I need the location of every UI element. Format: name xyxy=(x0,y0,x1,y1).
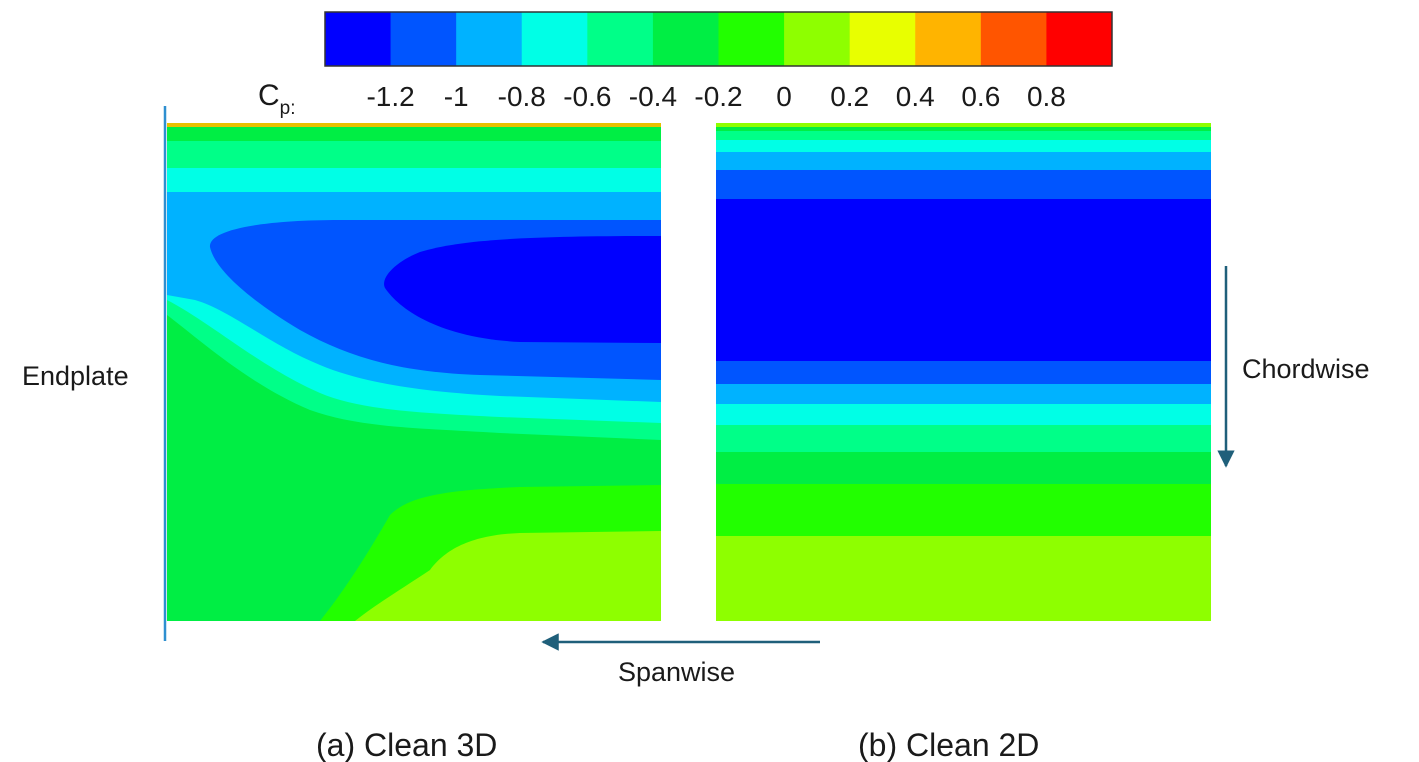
chordwise-label: Chordwise xyxy=(1242,354,1370,384)
colorbar-cell xyxy=(849,12,916,66)
colorbar-cell xyxy=(718,12,785,66)
colorbar-tick-label: 0.2 xyxy=(830,81,869,112)
colorbar-cell xyxy=(915,12,982,66)
colorbar-label-main: C xyxy=(258,79,280,112)
colorbar-cell xyxy=(587,12,654,66)
colorbar-border xyxy=(324,11,1113,67)
colorbar-cell xyxy=(652,12,719,66)
colorbar-tick-label: -0.8 xyxy=(498,81,546,112)
colorbar-cell xyxy=(1046,12,1113,66)
colorbar-cell xyxy=(390,12,457,66)
colorbar-cell xyxy=(980,12,1047,66)
colorbar: Cp: -1.2 -1 -0.8 -0.6 -0.4 -0.2 0 0.2 0.4 0.6 0.8 xyxy=(258,11,1113,119)
colorbar-cell xyxy=(784,12,851,66)
colorbar-label: Cp: xyxy=(258,79,296,119)
caption-clean-3d: (a) Clean 3D xyxy=(316,727,497,762)
endplate-label: Endplate xyxy=(22,361,129,391)
colorbar-ticks: -1.2 -1 -0.8 -0.6 -0.4 -0.2 0 0.2 0.4 0.6 0.8 xyxy=(366,81,1065,112)
colorbar-tick-label: -1 xyxy=(444,81,469,112)
colorbar-cell xyxy=(456,12,523,66)
colorbar-cell xyxy=(521,12,588,66)
colorbar-tick-label: 0.6 xyxy=(961,81,1000,112)
panel-clean-2d xyxy=(716,123,1211,621)
colorbar-tick-label: 0.8 xyxy=(1027,81,1066,112)
caption-clean-2d: (b) Clean 2D xyxy=(858,727,1039,762)
colorbar-tick-label: 0.4 xyxy=(896,81,935,112)
colorbar-cell xyxy=(325,12,392,66)
panel-clean-3d xyxy=(167,123,661,621)
colorbar-tick-label: -0.2 xyxy=(694,81,742,112)
colorbar-tick-label: 0 xyxy=(776,81,792,112)
colorbar-tick-label: -0.4 xyxy=(629,81,677,112)
colorbar-tick-label: -0.6 xyxy=(563,81,611,112)
spanwise-label: Spanwise xyxy=(618,657,735,687)
colorbar-label-sub: p: xyxy=(280,98,296,119)
colorbar-tick-label: -1.2 xyxy=(366,81,414,112)
colorbar-cells xyxy=(325,12,1113,66)
